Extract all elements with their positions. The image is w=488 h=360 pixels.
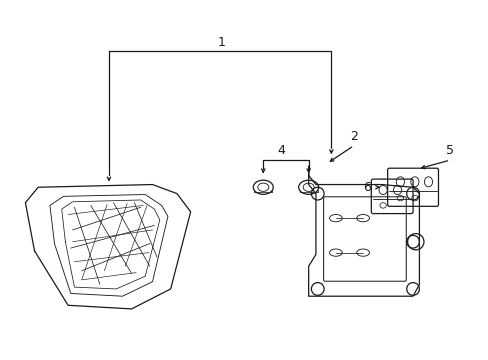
Text: 5: 5 xyxy=(446,144,453,157)
Text: 1: 1 xyxy=(217,36,225,49)
Text: 4: 4 xyxy=(277,144,285,157)
Text: 6: 6 xyxy=(362,181,370,194)
Text: 2: 2 xyxy=(349,130,357,143)
